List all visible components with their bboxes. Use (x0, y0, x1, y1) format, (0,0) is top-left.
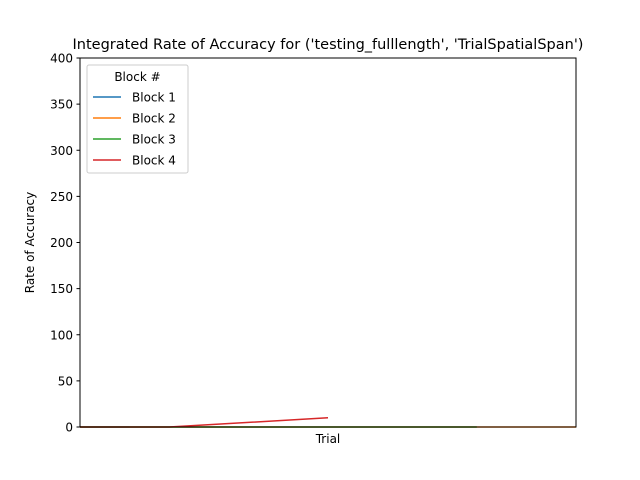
y-tick-label: 200 (50, 236, 73, 250)
y-tick-label: 350 (50, 98, 73, 112)
y-tick-label: 250 (50, 190, 73, 204)
legend-label: Block 2 (132, 112, 176, 126)
legend-entries: Block 1 Block 2 Block 3 Block 4 (93, 91, 176, 168)
y-tick-label: 100 (50, 328, 73, 342)
y-axis-ticks: 0 50 100 150 200 250 300 350 400 (50, 52, 80, 435)
y-axis-label: Rate of Accuracy (23, 192, 37, 294)
legend-label: Block 3 (132, 133, 176, 147)
y-tick-label: 400 (50, 52, 73, 66)
chart-title: Integrated Rate of Accuracy for ('testin… (73, 37, 584, 53)
y-tick-label: 0 (65, 421, 73, 435)
y-tick-label: 50 (58, 374, 73, 388)
legend: Block # Block 1 Block 2 Block 3 Block 4 (86, 64, 189, 174)
x-axis-label: Trial (315, 432, 341, 446)
y-tick-label: 150 (50, 282, 73, 296)
legend-label: Block 4 (132, 154, 176, 168)
legend-label: Block 1 (132, 91, 176, 105)
y-tick-label: 300 (50, 144, 73, 158)
legend-box (86, 64, 189, 174)
legend-title: Block # (114, 70, 160, 84)
